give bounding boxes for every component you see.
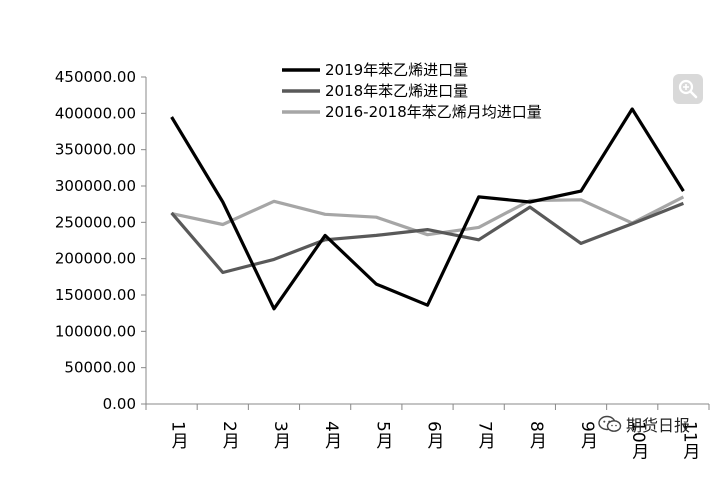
series-lines	[170, 107, 685, 311]
x-tick-label: 3月	[270, 421, 291, 449]
series-line	[171, 195, 685, 237]
x-axis: 1月 2月 3月 4月 5月 6月 7月 8月 9月 10月 11月	[145, 403, 710, 460]
legend-label: 2019年苯乙烯进口量	[325, 61, 468, 79]
x-tick-label: 6月	[424, 421, 445, 449]
y-tick-label: 300000.00	[55, 177, 136, 195]
y-tick-label: 250000.00	[55, 213, 136, 231]
y-tick-label: 200000.00	[55, 250, 136, 268]
x-tick-label: 10月	[628, 421, 649, 460]
series-line	[170, 107, 685, 311]
x-tick-label: 2月	[219, 421, 240, 449]
x-tick-label: 7月	[475, 421, 496, 449]
x-tick-label: 1月	[168, 421, 189, 449]
x-tick-label: 11月	[679, 421, 700, 460]
zoom-search-icon[interactable]	[673, 74, 703, 104]
x-tick-label: 9月	[577, 421, 598, 449]
x-tick-label: 5月	[372, 421, 393, 449]
y-tick-label: 450000.00	[55, 68, 136, 86]
y-tick-label: 0.00	[103, 395, 136, 413]
y-tick-label: 150000.00	[55, 286, 136, 304]
y-tick-label: 100000.00	[55, 322, 136, 340]
watermark: 期货日报	[598, 413, 690, 435]
y-axis: 450000.00 400000.00 350000.00 300000.00 2500…	[55, 68, 147, 413]
x-tick-label: 4月	[321, 421, 342, 449]
legend-label: 2018年苯乙烯进口量	[325, 82, 468, 100]
x-tick-label: 8月	[526, 421, 547, 449]
y-tick-label: 400000.00	[55, 104, 136, 122]
wechat-icon	[598, 415, 622, 432]
legend-label: 2016-2018年苯乙烯月均进口量	[325, 103, 542, 121]
legend: 2019年苯乙烯进口量 2018年苯乙烯进口量 2016-2018年苯乙烯月均进口量	[282, 61, 542, 121]
y-tick-label: 50000.00	[64, 359, 136, 377]
series-line	[170, 201, 684, 275]
watermark-text: 期货日报	[626, 416, 691, 435]
y-tick-label: 350000.00	[55, 141, 136, 159]
